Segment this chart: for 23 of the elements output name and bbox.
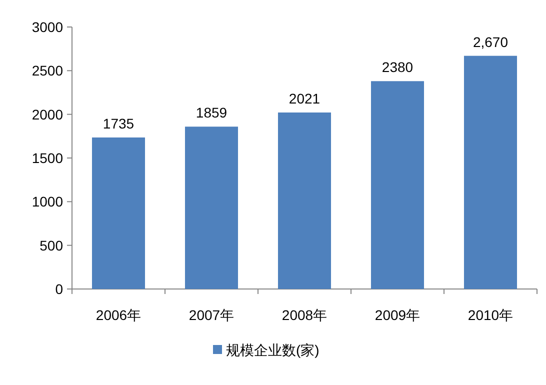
- x-tick-label: 2007年: [188, 307, 234, 323]
- y-tick-label: 2500: [32, 62, 64, 79]
- legend-label: 规模企业数(家): [226, 342, 320, 358]
- x-tick-label: 2010年: [468, 307, 514, 323]
- x-tick-label: 2008年: [282, 307, 328, 323]
- bar: [184, 126, 238, 289]
- y-tick-label: 1000: [32, 194, 64, 210]
- data-label: 2021: [288, 90, 320, 106]
- x-tick-label: 2006年: [96, 307, 142, 323]
- y-tick-label: 0: [55, 281, 64, 297]
- data-label: 1735: [102, 115, 134, 132]
- bar: [370, 81, 424, 289]
- y-tick-label: 2000: [32, 106, 64, 122]
- bar: [278, 112, 332, 289]
- y-tick-label: 3000: [32, 19, 64, 35]
- data-label: 2380: [382, 59, 414, 76]
- y-tick-label: 1500: [32, 150, 64, 166]
- data-label: 2,670: [472, 34, 508, 50]
- x-tick-label: 2009年: [374, 307, 420, 323]
- y-tick-label: 500: [40, 237, 64, 254]
- data-label: 1859: [196, 104, 228, 121]
- bar: [92, 137, 146, 289]
- bar: [464, 56, 518, 289]
